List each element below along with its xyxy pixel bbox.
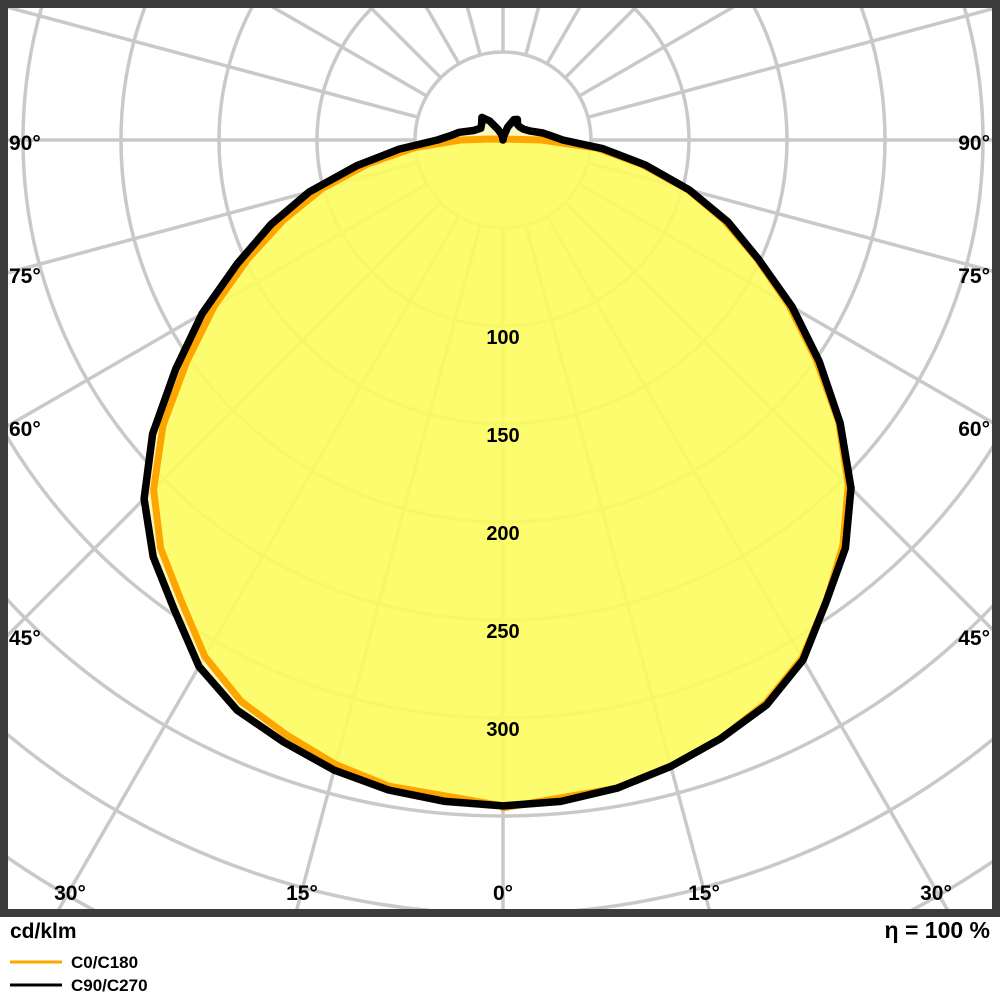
curves — [140, 113, 855, 812]
grid-ray-105 — [587, 8, 992, 119]
angle-label-left-90: 90° — [9, 132, 41, 155]
plot-frame — [0, 0, 1000, 917]
angle-label-right-60: 60° — [958, 418, 990, 441]
grid-ray-255 — [8, 8, 419, 119]
angle-label-left-75: 75° — [9, 265, 41, 288]
ring-label-300: 300 — [486, 719, 519, 741]
legend-label-c0-c180: C0/C180 — [71, 953, 138, 972]
angle-label-left-45: 45° — [9, 627, 41, 650]
grid-ray-75 — [587, 161, 992, 273]
unit-label: cd/klm — [10, 920, 77, 943]
angle-label-left-60: 60° — [9, 418, 41, 441]
grid-ray-210 — [424, 8, 461, 65]
angle-label-right-90: 90° — [958, 132, 990, 155]
c0-c180-fill — [153, 139, 849, 808]
angle-label-bottom-1: 15° — [286, 882, 318, 905]
grid-ray-285 — [8, 161, 419, 275]
c90-c270-curve — [140, 113, 855, 810]
efficiency-label: η = 100 % — [885, 917, 990, 943]
angle-label-bottom-3: 15° — [688, 882, 720, 905]
ring-label-250: 250 — [486, 621, 519, 643]
angle-label-right-45: 45° — [958, 627, 990, 650]
angle-label-bottom-0: 30° — [54, 882, 86, 905]
legend: C0/C180 C90/C270 — [10, 953, 148, 995]
angle-label-bottom-4: 30° — [920, 882, 952, 905]
axis-labels: 100 150 200 250 300 90° 90° 75° 75° 60° 60° 45° 45° 3… — [9, 132, 990, 905]
angle-label-bottom-2: 0° — [493, 882, 513, 905]
ring-label-200: 200 — [486, 523, 519, 545]
grid-ray-240 — [270, 8, 428, 98]
angle-label-right-75: 75° — [958, 265, 990, 288]
ring-label-150: 150 — [486, 425, 519, 447]
ring-label-100: 100 — [486, 327, 519, 349]
legend-label-c90-c270: C90/C270 — [71, 976, 148, 995]
